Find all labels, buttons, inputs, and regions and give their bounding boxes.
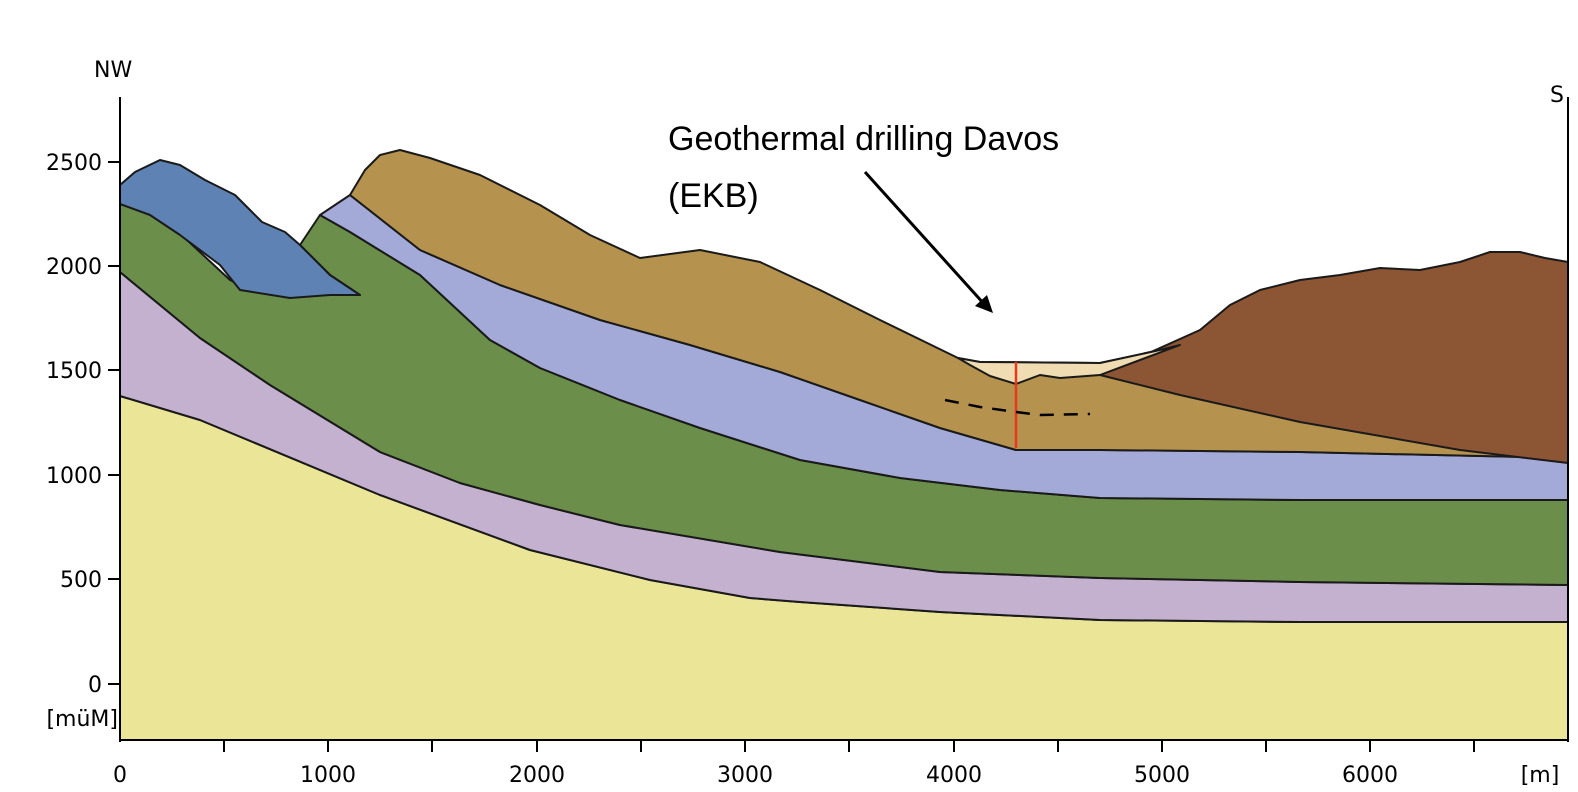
y-tick-label: 0	[88, 673, 102, 698]
x-tick-label: 5000	[1134, 763, 1190, 788]
annotation-subtitle: (EKB)	[668, 177, 759, 215]
x-tick-label: 2000	[509, 763, 565, 788]
annotation-arrow-head	[975, 295, 993, 313]
dashed-horizon-line	[944, 398, 1091, 417]
y-tick-label: 1500	[46, 359, 102, 384]
y-axis-unit: [müM]	[46, 707, 118, 732]
layer-brown	[1099, 251, 1569, 464]
x-tick-label: 0	[113, 763, 127, 788]
y-tick-label: 2000	[46, 255, 102, 280]
x-tick-label: 4000	[926, 763, 982, 788]
y-tick-label: 500	[60, 568, 102, 593]
y-tick-marks	[108, 161, 120, 685]
x-tick-label: 1000	[300, 763, 356, 788]
x-axis-unit: [m]	[1521, 763, 1560, 788]
x-tick-marks	[223, 740, 1475, 752]
annotation-title: Geothermal drilling Davos	[668, 120, 1059, 158]
x-tick-label: 3000	[717, 763, 773, 788]
annotation-arrow-line	[863, 170, 987, 307]
y-tick-label: 2500	[46, 151, 102, 176]
layer-blue-nappe	[119, 159, 361, 299]
y-tick-label: 1000	[46, 464, 102, 489]
direction-label-nw: NW	[94, 58, 132, 83]
layer-valley-fill	[957, 344, 1181, 385]
direction-label-s: S	[1550, 83, 1564, 108]
x-tick-label: 6000	[1342, 763, 1398, 788]
